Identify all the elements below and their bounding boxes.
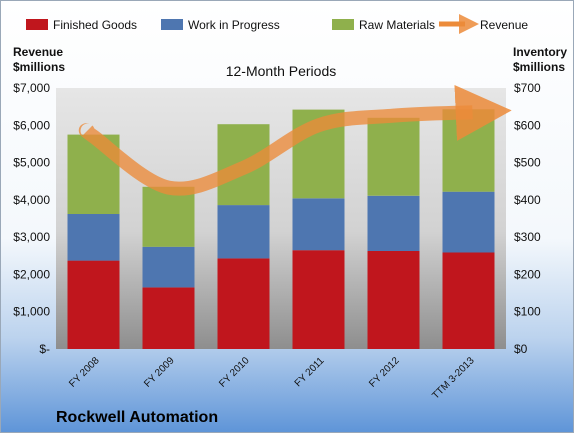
bar-finished-goods-4 xyxy=(367,250,420,349)
category-label: FY 2008 xyxy=(67,355,102,390)
revenue-line-layer xyxy=(78,84,512,196)
plot-area xyxy=(56,88,506,349)
category-label: FY 2009 xyxy=(142,355,177,390)
chart-subtitle: 12-Month Periods xyxy=(226,63,337,79)
bar-finished-goods-2 xyxy=(217,258,270,349)
left-axis-ticks: $- $1,000 $2,000 $3,000 $4,000 $5,000 $6,000 $7… xyxy=(13,81,50,356)
left-tick-label: $- xyxy=(39,342,50,356)
bar-work-in-progress-0 xyxy=(67,214,120,261)
left-tick-label: $5,000 xyxy=(13,156,50,170)
right-tick-label: $700 xyxy=(514,81,541,95)
bar-work-in-progress-3 xyxy=(292,198,345,251)
legend-label-work-in-progress: Work in Progress xyxy=(188,18,280,32)
bar-work-in-progress-2 xyxy=(217,205,270,259)
legend-item-raw-materials: Raw Materials xyxy=(332,18,435,32)
legend-swatch-work-in-progress xyxy=(161,19,183,30)
left-tick-label: $7,000 xyxy=(13,81,50,95)
left-tick-label: $1,000 xyxy=(13,305,50,319)
right-tick-label: $400 xyxy=(514,193,541,207)
revenue-line xyxy=(78,84,512,196)
left-tick-label: $6,000 xyxy=(13,118,50,132)
bar-finished-goods-3 xyxy=(292,250,345,349)
right-tick-label: $200 xyxy=(514,267,541,281)
right-axis-title-line2: $millions xyxy=(513,60,565,74)
bar-work-in-progress-1 xyxy=(142,246,195,288)
legend-label-revenue: Revenue xyxy=(480,18,528,32)
left-tick-label: $2,000 xyxy=(13,267,50,281)
legend: Finished Goods Work in Progress Raw Mate… xyxy=(26,14,528,34)
left-tick-label: $3,000 xyxy=(13,230,50,244)
right-tick-label: $0 xyxy=(514,342,528,356)
bar-raw-materials-5 xyxy=(442,109,495,192)
legend-label-finished-goods: Finished Goods xyxy=(53,18,137,32)
right-tick-label: $600 xyxy=(514,118,541,132)
left-axis-title-line2: $millions xyxy=(13,60,65,74)
legend-label-raw-materials: Raw Materials xyxy=(359,18,435,32)
bar-finished-goods-5 xyxy=(442,252,495,349)
left-tick-label: $4,000 xyxy=(13,193,50,207)
bar-work-in-progress-5 xyxy=(442,191,495,253)
bar-raw-materials-4 xyxy=(367,117,420,196)
right-axis-ticks: $0 $100 $200 $300 $400 $500 $600 $700 xyxy=(514,81,541,356)
legend-item-revenue: Revenue xyxy=(439,14,528,34)
legend-item-work-in-progress: Work in Progress xyxy=(161,18,280,32)
right-tick-label: $100 xyxy=(514,305,541,319)
category-label: FY 2011 xyxy=(293,355,327,389)
category-label: FY 2010 xyxy=(217,355,252,390)
category-label: FY 2012 xyxy=(367,355,402,390)
right-axis-title-line1: Inventory xyxy=(513,45,567,59)
left-axis-title-line1: Revenue xyxy=(13,45,63,59)
bar-work-in-progress-4 xyxy=(367,195,420,251)
category-labels: FY 2008 FY 2009 FY 2010 FY 2011 FY 2012 TTM 3… xyxy=(67,355,477,402)
legend-item-finished-goods: Finished Goods xyxy=(26,18,137,32)
legend-swatch-raw-materials xyxy=(332,19,354,30)
bars-layer xyxy=(67,109,495,349)
bar-finished-goods-1 xyxy=(142,287,195,349)
category-label: TTM 3-2013 xyxy=(430,355,477,402)
right-tick-label: $300 xyxy=(514,230,541,244)
bar-raw-materials-1 xyxy=(142,186,195,247)
legend-swatch-finished-goods xyxy=(26,19,48,30)
company-name: Rockwell Automation xyxy=(56,409,218,426)
bar-finished-goods-0 xyxy=(67,260,120,349)
right-tick-label: $500 xyxy=(514,156,541,170)
